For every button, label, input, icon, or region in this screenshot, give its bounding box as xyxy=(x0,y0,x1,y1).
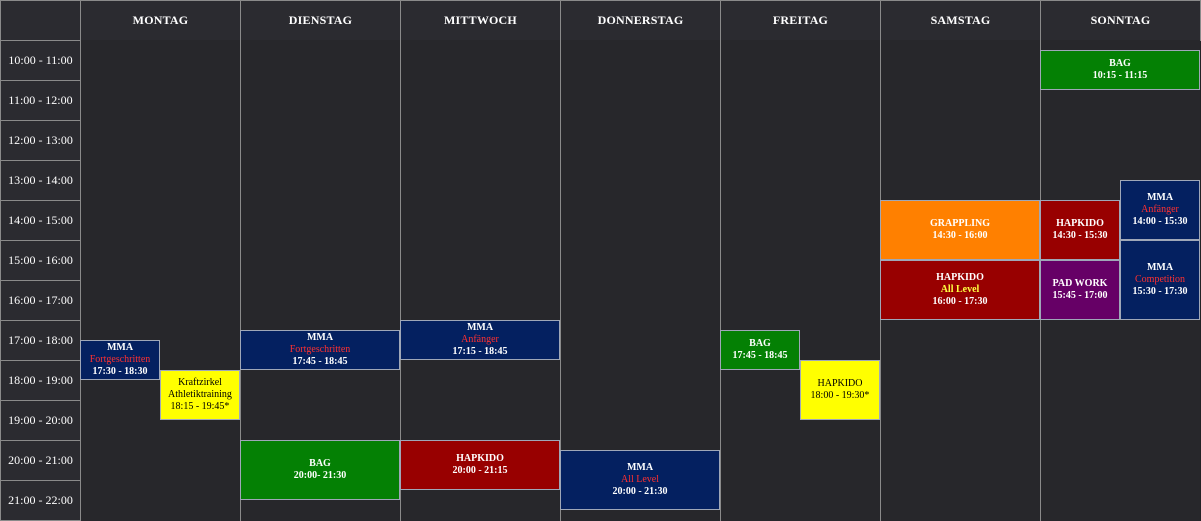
time-slot-label: 10:00 - 11:00 xyxy=(0,40,81,81)
event-time: 14:30 - 15:30 xyxy=(1052,230,1108,241)
event-time: 14:00 - 15:30 xyxy=(1132,216,1188,227)
event-level: Fortgeschritten xyxy=(89,354,151,365)
class-event-hapkido[interactable]: HAPKIDO 18:00 - 19:30* xyxy=(800,360,880,420)
event-title: BAG xyxy=(309,458,331,469)
event-time: 17:45 - 18:45 xyxy=(732,350,788,361)
class-event-hapkido[interactable]: HAPKIDO 20:00 - 21:15 xyxy=(400,440,560,490)
time-slot-label: 17:00 - 18:00 xyxy=(0,320,81,361)
event-time: 15:45 - 17:00 xyxy=(1052,290,1108,301)
event-time: 18:15 - 19:45* xyxy=(170,401,230,412)
event-time: 10:15 - 11:15 xyxy=(1092,70,1148,81)
class-event-hapkido[interactable]: HAPKIDO All Level 16:00 - 17:30 xyxy=(880,260,1040,320)
class-event-mma[interactable]: MMA Anfänger 14:00 - 15:30 xyxy=(1120,180,1200,240)
event-title: MMA xyxy=(306,332,334,343)
event-title: PAD WORK xyxy=(1052,278,1108,289)
event-title: Kraftzirkel xyxy=(178,377,222,388)
event-level: All Level xyxy=(620,474,660,485)
event-level: Athletiktraining xyxy=(168,389,232,400)
time-slot-label: 16:00 - 17:00 xyxy=(0,280,81,321)
event-time: 16:00 - 17:30 xyxy=(932,296,988,307)
class-event-hapkido[interactable]: HAPKIDO 14:30 - 15:30 xyxy=(1040,200,1120,260)
day-column-0 xyxy=(80,40,240,521)
day-header-4: FREITAG xyxy=(720,0,881,41)
class-event-kraftzirkel[interactable]: Kraftzirkel Athletiktraining 18:15 - 19:45… xyxy=(160,370,240,420)
day-column-3 xyxy=(560,40,720,521)
event-level: Fortgeschritten xyxy=(289,344,351,355)
class-event-mma[interactable]: MMA Fortgeschritten 17:30 - 18:30 xyxy=(80,340,160,380)
day-header-1: DIENSTAG xyxy=(240,0,401,41)
class-event-mma[interactable]: MMA All Level 20:00 - 21:30 xyxy=(560,450,720,510)
day-header-3: DONNERSTAG xyxy=(560,0,721,41)
event-title: MMA xyxy=(466,322,494,333)
time-slot-label: 21:00 - 22:00 xyxy=(0,480,81,521)
class-event-mma[interactable]: MMA Anfänger 17:15 - 18:45 xyxy=(400,320,560,360)
event-title: MMA xyxy=(106,342,134,353)
event-title: MMA xyxy=(1146,262,1174,273)
day-column-4 xyxy=(720,40,880,521)
class-event-mma[interactable]: MMA Fortgeschritten 17:45 - 18:45 xyxy=(240,330,400,370)
time-slot-label: 15:00 - 16:00 xyxy=(0,240,81,281)
event-time: 18:00 - 19:30* xyxy=(810,390,870,401)
class-event-mma[interactable]: MMA Competition 15:30 - 17:30 xyxy=(1120,240,1200,320)
class-event-pad-work[interactable]: PAD WORK 15:45 - 17:00 xyxy=(1040,260,1120,320)
event-time: 14:30 - 16:00 xyxy=(932,230,988,241)
time-slot-label: 19:00 - 20:00 xyxy=(0,400,81,441)
event-title: MMA xyxy=(626,462,654,473)
time-slot-label: 11:00 - 12:00 xyxy=(0,80,81,121)
event-title: HAPKIDO xyxy=(936,272,984,283)
class-event-bag[interactable]: BAG 20:00- 21:30 xyxy=(240,440,400,500)
class-event-grappling[interactable]: GRAPPLING 14:30 - 16:00 xyxy=(880,200,1040,260)
day-header-2: MITTWOCH xyxy=(400,0,561,41)
event-title: HAPKIDO xyxy=(1056,218,1104,229)
event-time: 15:30 - 17:30 xyxy=(1132,286,1188,297)
event-title: HAPKIDO xyxy=(817,378,863,389)
event-time: 20:00- 21:30 xyxy=(293,470,347,481)
event-level: All Level xyxy=(940,284,980,295)
event-title: HAPKIDO xyxy=(456,453,504,464)
day-header-6: SONNTAG xyxy=(1040,0,1201,41)
event-time: 17:15 - 18:45 xyxy=(452,346,508,357)
event-time: 17:30 - 18:30 xyxy=(92,366,148,377)
event-title: BAG xyxy=(749,338,771,349)
class-event-bag[interactable]: BAG 17:45 - 18:45 xyxy=(720,330,800,370)
event-level: Anfänger xyxy=(1141,204,1179,215)
event-time: 20:00 - 21:30 xyxy=(612,486,668,497)
day-header-0: MONTAG xyxy=(80,0,241,41)
time-slot-label: 13:00 - 14:00 xyxy=(0,160,81,201)
event-title: MMA xyxy=(1146,192,1174,203)
event-level: Anfänger xyxy=(461,334,499,345)
class-event-bag[interactable]: BAG 10:15 - 11:15 xyxy=(1040,50,1200,90)
time-slot-label: 14:00 - 15:00 xyxy=(0,200,81,241)
day-header-5: SAMSTAG xyxy=(880,0,1041,41)
event-time: 17:45 - 18:45 xyxy=(292,356,348,367)
header-corner xyxy=(0,0,81,41)
event-title: BAG xyxy=(1109,58,1131,69)
event-level: Competition xyxy=(1135,274,1185,285)
time-slot-label: 18:00 - 19:00 xyxy=(0,360,81,401)
event-time: 20:00 - 21:15 xyxy=(452,465,508,476)
time-slot-label: 20:00 - 21:00 xyxy=(0,440,81,481)
event-title: GRAPPLING xyxy=(930,218,990,229)
time-slot-label: 12:00 - 13:00 xyxy=(0,120,81,161)
